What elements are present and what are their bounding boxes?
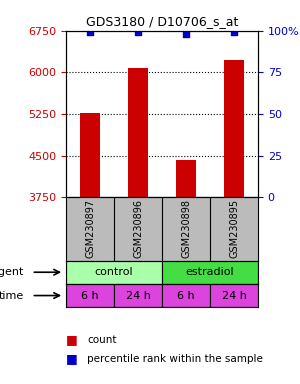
Text: ■: ■ — [66, 353, 78, 366]
Text: 24 h: 24 h — [222, 291, 246, 301]
Bar — [80, 113, 100, 197]
Text: 24 h: 24 h — [126, 291, 150, 301]
Text: GSM230895: GSM230895 — [229, 199, 239, 258]
Text: ■: ■ — [66, 333, 78, 346]
Text: time: time — [0, 291, 24, 301]
Text: control: control — [95, 267, 133, 277]
Text: 6 h: 6 h — [81, 291, 99, 301]
Text: 6 h: 6 h — [177, 291, 195, 301]
Bar — [66, 261, 162, 284]
Point — [184, 31, 188, 37]
Text: estradiol: estradiol — [186, 267, 234, 277]
Bar — [66, 284, 114, 307]
Text: GSM230897: GSM230897 — [85, 199, 95, 258]
Bar — [210, 284, 258, 307]
Bar — [128, 68, 148, 197]
Point — [88, 29, 92, 35]
Text: GSM230898: GSM230898 — [181, 199, 191, 258]
Text: percentile rank within the sample: percentile rank within the sample — [87, 354, 263, 364]
Text: GSM230896: GSM230896 — [133, 199, 143, 258]
Point — [232, 29, 236, 35]
Text: count: count — [87, 335, 116, 345]
Point — [136, 29, 140, 35]
Text: agent: agent — [0, 267, 24, 277]
Bar — [162, 261, 258, 284]
Title: GDS3180 / D10706_s_at: GDS3180 / D10706_s_at — [86, 15, 238, 28]
Bar — [224, 60, 244, 197]
Bar — [114, 284, 162, 307]
Bar — [162, 284, 210, 307]
Bar — [176, 160, 196, 197]
